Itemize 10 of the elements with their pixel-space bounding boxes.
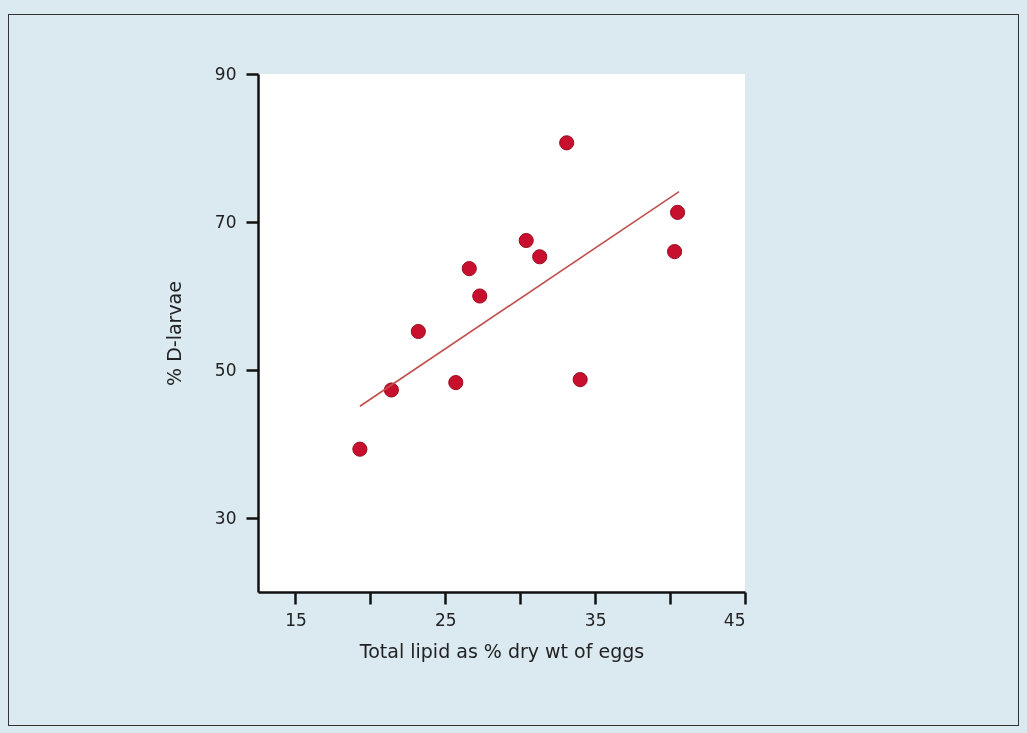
- x-tick-label: 45: [723, 609, 746, 630]
- y-axis-title: % D-larvae: [162, 281, 185, 386]
- x-tick-label: 25: [434, 609, 457, 630]
- x-tick-label: 35: [584, 609, 607, 630]
- y-tick-label: 50: [214, 359, 237, 380]
- x-axis-title: Total lipid as % dry wt of eggs: [358, 639, 645, 662]
- y-tick-label: 30: [214, 507, 237, 528]
- x-tick-label: 15: [285, 609, 307, 630]
- y-tick-label: 70: [214, 211, 237, 232]
- y-tick-label: 90: [214, 63, 237, 84]
